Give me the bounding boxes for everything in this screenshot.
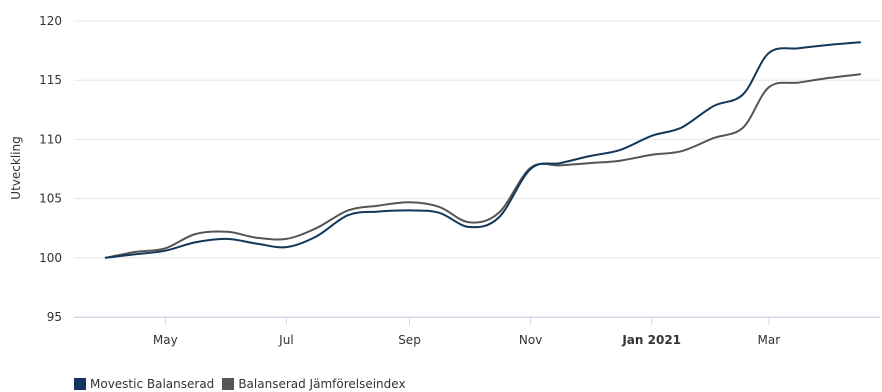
y-tick-label: 95 <box>47 310 62 324</box>
legend-item-balanserad-jamforelseindex[interactable]: Balanserad Jämförelseindex <box>222 377 406 391</box>
x-tick-label: Nov <box>519 333 542 347</box>
series-lines <box>104 41 862 259</box>
x-axis <box>74 317 880 325</box>
series-line-movestic-balanserad[interactable] <box>104 41 862 259</box>
y-tick-label: 105 <box>39 192 62 206</box>
legend-swatch-movestic <box>74 378 86 390</box>
legend-label-movestic: Movestic Balanserad <box>90 377 215 391</box>
y-tick-label: 100 <box>39 251 62 265</box>
y-tick-label: 115 <box>39 73 62 87</box>
y-axis-ticks: 95 100 105 110 115 120 <box>39 14 62 324</box>
y-tick-label: 120 <box>39 14 62 28</box>
x-tick-label: Jan 2021 <box>621 333 681 347</box>
legend-label-index: Balanserad Jämförelseindex <box>238 377 406 391</box>
x-axis-ticks: May Jul Sep Nov Jan 2021 Mar <box>153 333 780 347</box>
x-tick-label: May <box>153 333 178 347</box>
legend-swatch-index <box>222 378 235 390</box>
x-tick-label: Jul <box>278 333 293 347</box>
series-line-balanserad-jamforelseindex[interactable] <box>104 73 862 259</box>
y-axis-label: Utveckling <box>9 136 23 199</box>
x-tick-label: Sep <box>398 333 421 347</box>
legend: Movestic Balanserad Balanserad Jämförels… <box>74 376 406 392</box>
legend-item-movestic-balanserad[interactable]: Movestic Balanserad <box>74 377 214 391</box>
y-tick-label: 110 <box>39 132 62 146</box>
x-tick-label: Mar <box>758 333 781 347</box>
